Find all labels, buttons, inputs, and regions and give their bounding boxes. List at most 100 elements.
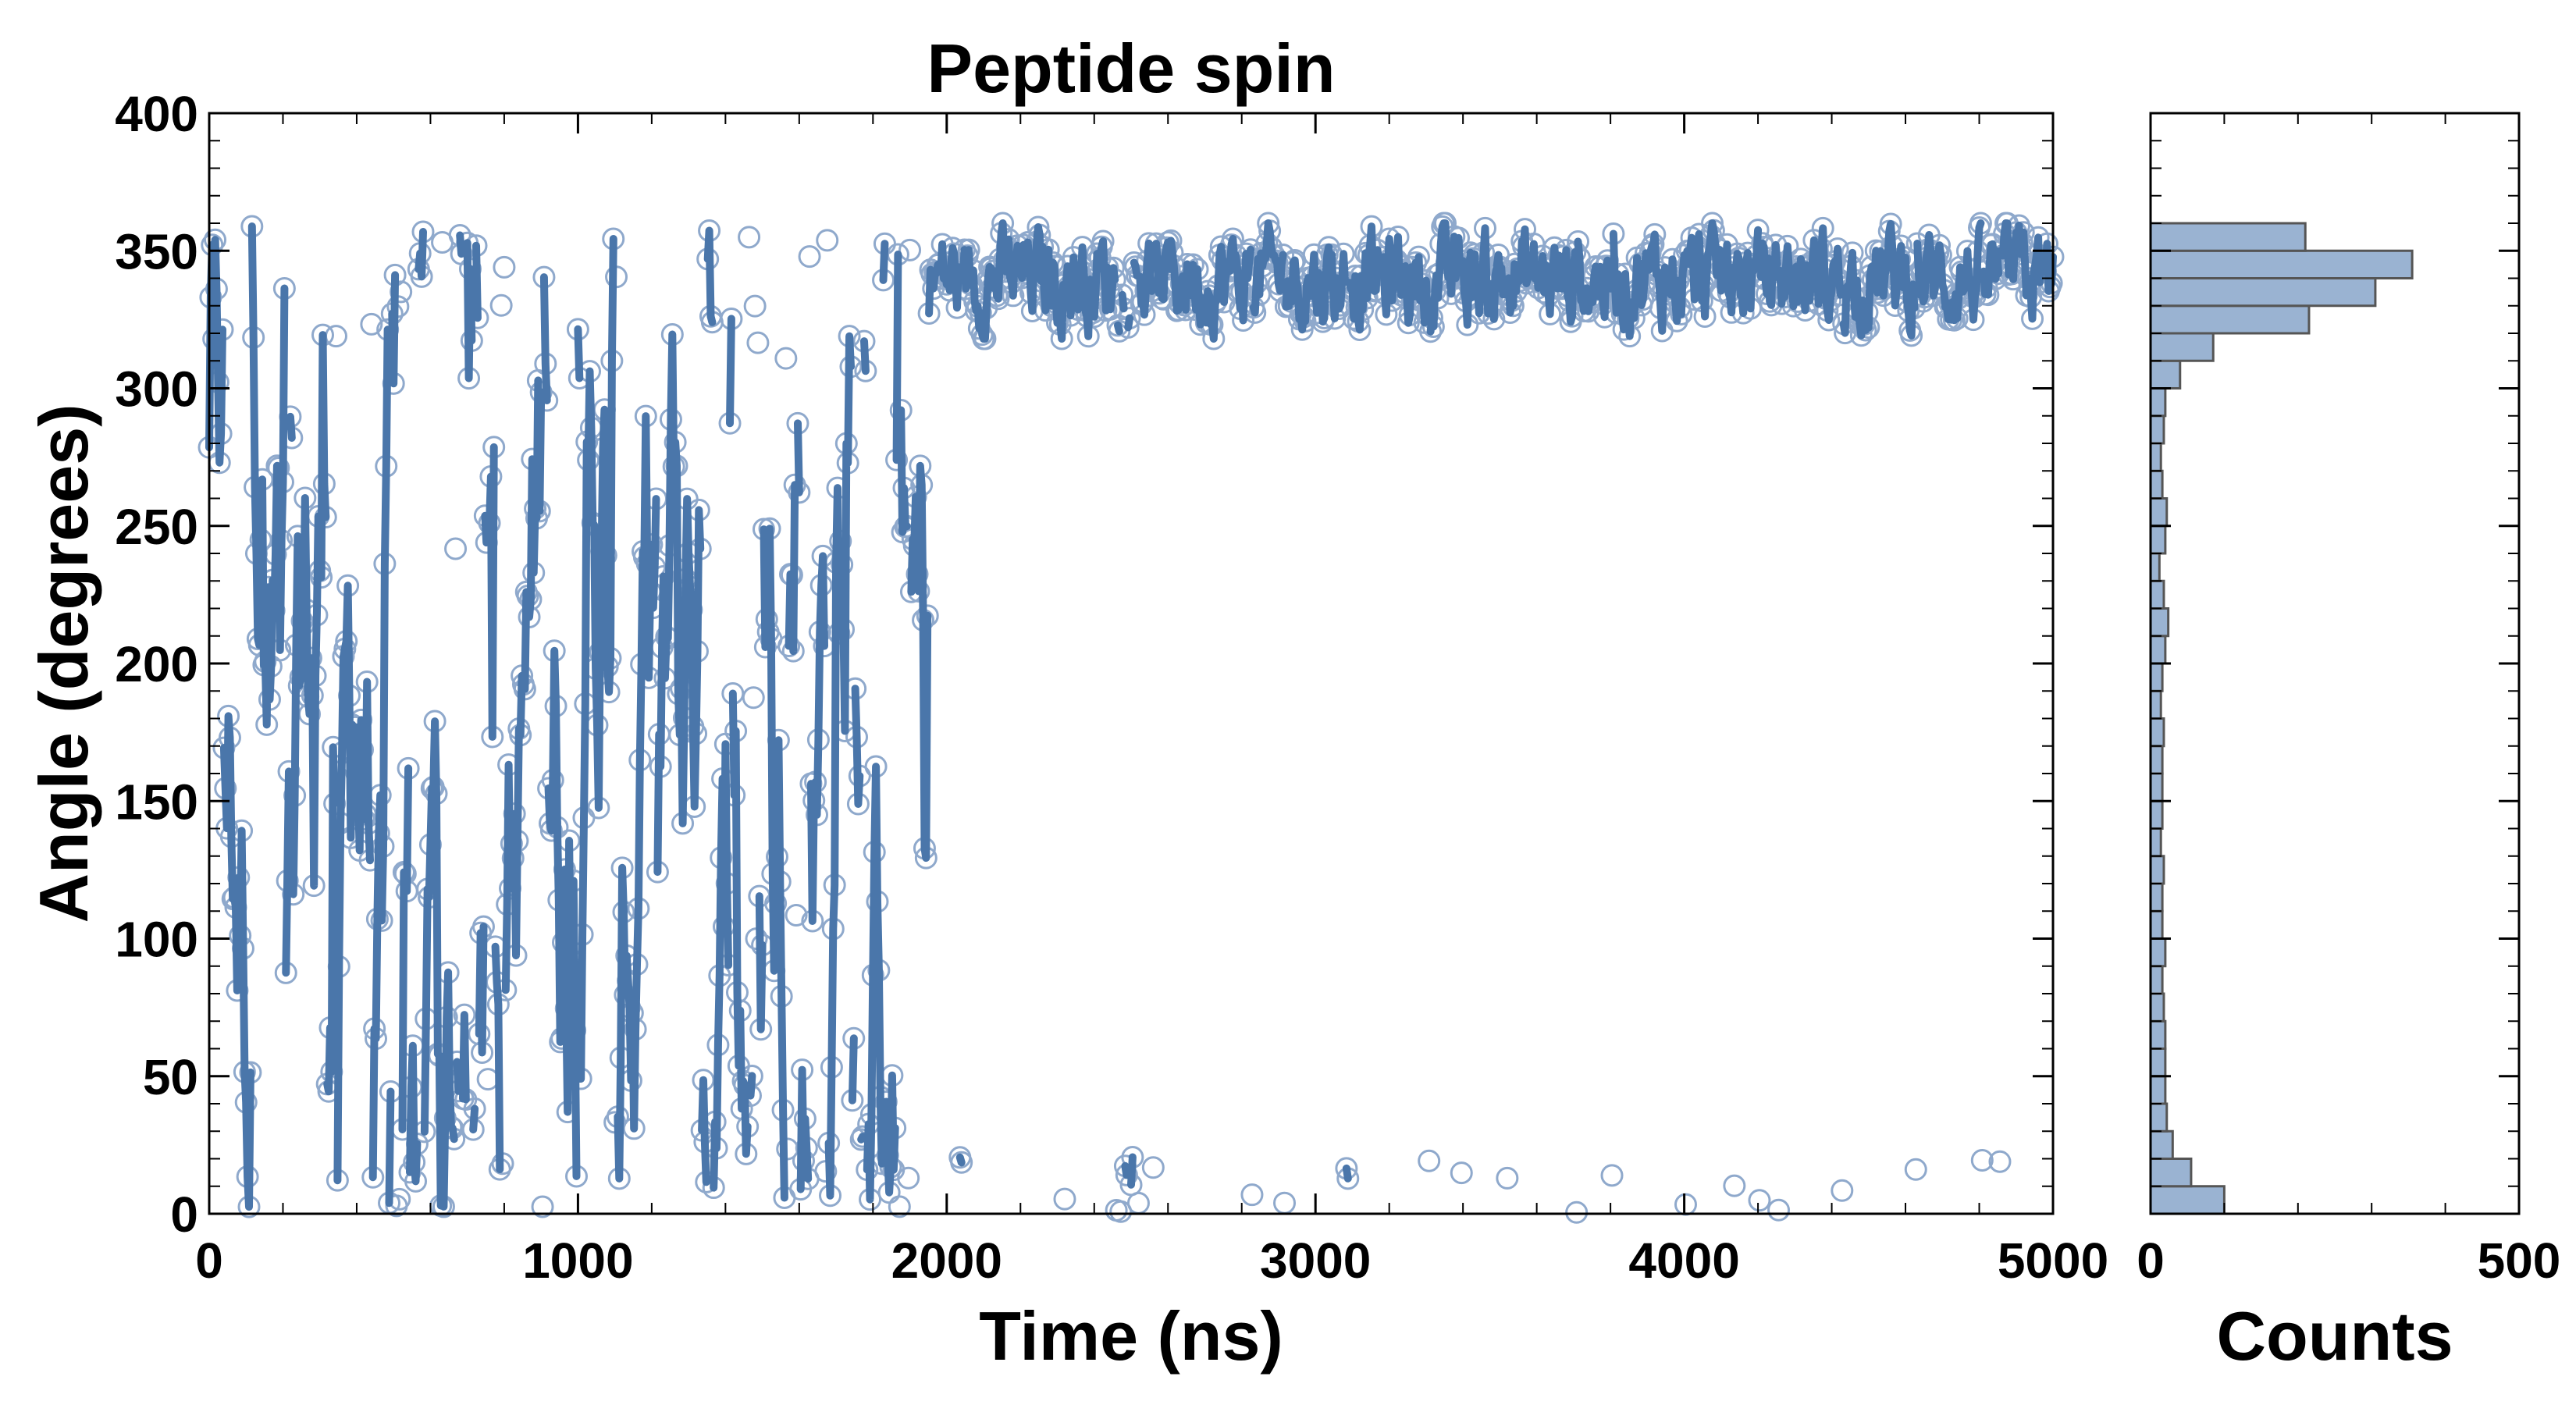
histogram-bar [2149, 607, 2170, 638]
data-point [1767, 1198, 1791, 1222]
data-point [531, 1195, 554, 1218]
data-point [1748, 1189, 1771, 1212]
y-tick-label: 350 [115, 223, 198, 279]
main-ticks: 0 1000 2000 3000 4000 5000 0 50 100 150 200 250 300 3… [115, 86, 2108, 1289]
histogram-bar [2149, 882, 2164, 912]
main-data-layer [197, 212, 2065, 1224]
data-point [493, 255, 516, 279]
histogram-bar [2149, 1019, 2167, 1050]
histogram-bar [2149, 469, 2164, 500]
histogram-bar [2149, 1158, 2193, 1188]
x-tick-label: 5000 [1998, 1232, 2108, 1289]
data-point [360, 312, 383, 336]
histogram-bar [2149, 1048, 2167, 1078]
histogram-bar [2149, 332, 2215, 362]
x-tick-label: 2000 [891, 1232, 1002, 1289]
y-tick-label: 100 [115, 912, 198, 968]
histogram-plot: 0 500 Counts [2137, 112, 2560, 1375]
data-point [742, 686, 765, 710]
data-point [1109, 1200, 1133, 1223]
data-point [746, 331, 770, 354]
y-axis-label: Angle (degrees) [25, 404, 102, 923]
histogram-bar [2149, 387, 2167, 418]
histogram-bar [2149, 717, 2165, 748]
histogram-bar [2149, 249, 2414, 279]
histogram-bar [2149, 552, 2161, 582]
data-point [390, 280, 413, 304]
data-point [1126, 1191, 1150, 1215]
hist-x-tick-label: 500 [2478, 1232, 2561, 1289]
data-point [444, 537, 468, 560]
histogram-bar [2149, 1075, 2167, 1105]
data-point [1831, 1179, 1854, 1202]
data-point [1565, 1200, 1589, 1224]
histogram-bar [2149, 442, 2162, 472]
histogram-bar [2149, 1102, 2169, 1133]
data-point [325, 325, 348, 348]
data-point [816, 229, 839, 252]
x-tick-label: 0 [195, 1232, 223, 1289]
histogram-bar [2149, 937, 2167, 968]
histogram-bar [2149, 304, 2311, 335]
data-point [1240, 1183, 1264, 1207]
histogram-bars [2149, 222, 2414, 1215]
histogram-bar [2149, 745, 2164, 775]
data-point [1141, 1156, 1165, 1179]
data-point [738, 226, 761, 249]
histogram-bar [2149, 359, 2182, 389]
histogram-bar [2149, 497, 2169, 528]
data-point [489, 293, 513, 317]
data-point [1723, 1174, 1746, 1197]
data-point [1418, 1149, 1441, 1172]
histogram-ticks: 0 500 [2137, 113, 2560, 1289]
y-tick-label: 200 [115, 636, 198, 692]
histogram-bar [2149, 909, 2164, 940]
data-point [888, 1195, 911, 1218]
histogram-bar [2149, 662, 2164, 692]
histogram-bar [2149, 525, 2167, 555]
x-tick-label: 3000 [1260, 1232, 1371, 1289]
x-tick-label: 1000 [522, 1232, 633, 1289]
data-point [1496, 1166, 1519, 1190]
histogram-x-axis-label: Counts [2216, 1297, 2453, 1375]
histogram-bar [2149, 1129, 2174, 1160]
data-point [785, 904, 808, 927]
data-point [1988, 1150, 2012, 1173]
histogram-bar [2149, 635, 2167, 665]
data-point [1273, 1191, 1297, 1215]
histogram-bar [2149, 414, 2165, 445]
x-tick-label: 4000 [1628, 1232, 1739, 1289]
histogram-bar [2149, 579, 2165, 610]
histogram-bar [2149, 222, 2307, 252]
histogram-bar [2149, 1185, 2226, 1215]
data-point [898, 238, 922, 261]
data-point [1970, 1148, 1994, 1172]
data-point [1904, 1158, 1927, 1181]
histogram-bar [2149, 992, 2165, 1023]
y-tick-label: 50 [143, 1049, 198, 1105]
data-point [1600, 1164, 1624, 1187]
y-tick-label: 300 [115, 361, 198, 418]
y-tick-label: 150 [115, 774, 198, 830]
data-point [1674, 1193, 1697, 1216]
data-point [897, 1166, 920, 1190]
histogram-bar [2149, 855, 2165, 885]
data-point [1450, 1161, 1473, 1185]
y-tick-label: 400 [115, 86, 198, 142]
histogram-bar [2149, 827, 2162, 858]
chart-title: Peptide spin [927, 30, 1335, 107]
data-point [798, 245, 821, 269]
histogram-bar [2149, 799, 2164, 830]
data-point [774, 347, 798, 370]
histogram-bar [2149, 277, 2377, 308]
data-point [950, 1151, 973, 1174]
main-plot: 0 1000 2000 3000 4000 5000 0 50 100 150 200 250 300 3… [25, 30, 2108, 1375]
histogram-bar [2149, 772, 2164, 802]
x-axis-label: Time (ns) [979, 1297, 1283, 1375]
hist-x-tick-label: 0 [2137, 1232, 2165, 1289]
y-tick-label: 0 [170, 1186, 198, 1243]
data-point [1053, 1187, 1076, 1211]
data-point [743, 294, 767, 318]
y-tick-label: 250 [115, 499, 198, 555]
